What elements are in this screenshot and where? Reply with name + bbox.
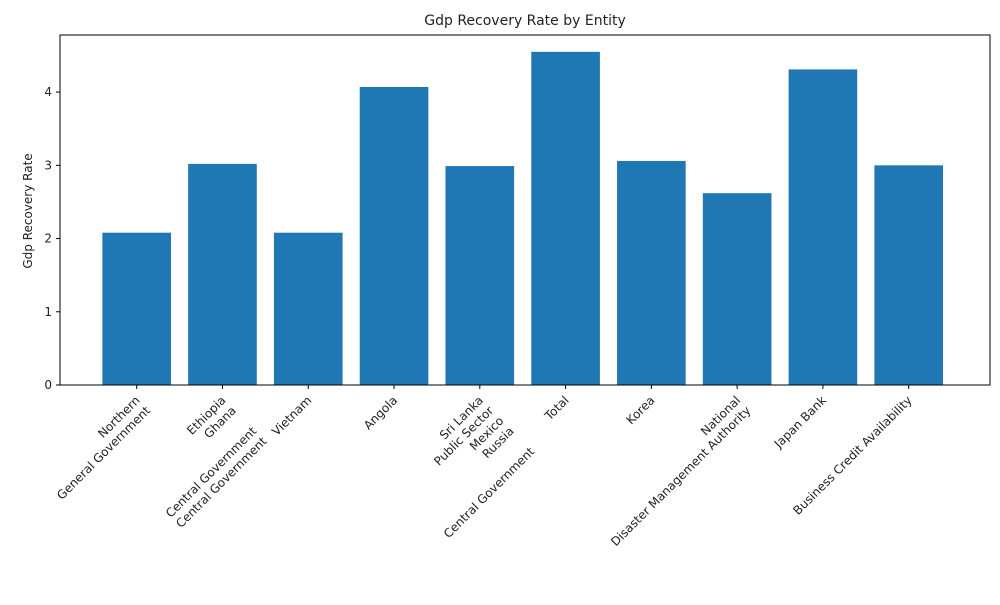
x-tick-label: Vietnam bbox=[269, 393, 314, 438]
x-tick-label: Total bbox=[541, 393, 571, 423]
bar bbox=[359, 86, 429, 385]
bar bbox=[702, 193, 772, 385]
y-tick-label: 2 bbox=[44, 232, 52, 246]
y-tick-label: 0 bbox=[44, 378, 52, 392]
bar bbox=[617, 160, 686, 385]
bar bbox=[273, 232, 343, 385]
bar bbox=[531, 51, 600, 385]
x-tick-label: Angola bbox=[361, 393, 400, 432]
y-ticks-group: 0 1 2 3 4 bbox=[44, 85, 60, 392]
x-tick-label: NationalDisaster Management Authority bbox=[598, 393, 754, 549]
bar bbox=[188, 163, 257, 385]
x-tick-label: Sri LankaPublic SectorMexicoRussiaCentra… bbox=[390, 393, 538, 541]
plot-frame bbox=[59, 34, 991, 386]
x-ticks-group: NorthernGeneral Government EthiopiaGhanaC… bbox=[44, 385, 915, 549]
x-tick-label: Korea bbox=[624, 393, 658, 427]
y-tick-label: 3 bbox=[44, 158, 52, 172]
bar bbox=[102, 232, 172, 385]
x-tick-label: Japan Bank bbox=[771, 393, 829, 451]
y-tick-label: 1 bbox=[44, 305, 52, 319]
x-tick-label: EthiopiaGhanaCentral GovernmentCentral G… bbox=[132, 393, 270, 531]
bar bbox=[788, 69, 858, 386]
y-tick-label: 4 bbox=[44, 85, 52, 99]
bar bbox=[445, 166, 515, 385]
bar bbox=[874, 165, 944, 385]
bars-group bbox=[102, 51, 944, 386]
chart-title: Gdp Recovery Rate by Entity bbox=[424, 13, 625, 29]
y-axis-label: Gdp Recovery Rate bbox=[21, 153, 35, 268]
x-tick-label: NorthernGeneral Government bbox=[44, 393, 153, 502]
